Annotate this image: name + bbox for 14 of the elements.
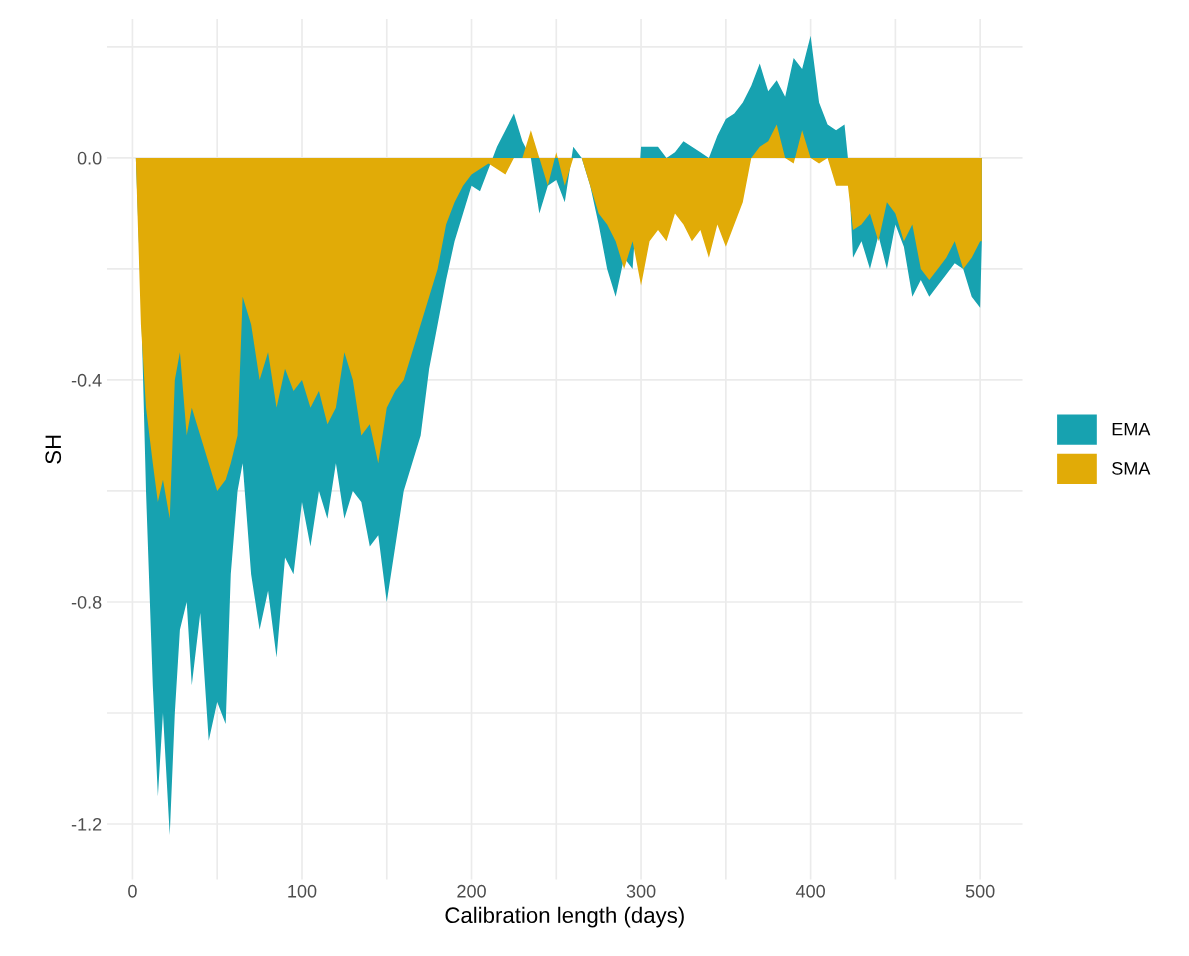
x-tick-label: 500 <box>965 884 995 898</box>
x-axis-title: Calibration length (days) <box>445 906 684 928</box>
y-axis-title: SH <box>45 435 62 464</box>
x-tick-label: 400 <box>795 884 825 898</box>
x-tick-label: 100 <box>288 884 317 898</box>
x-tick-label: 0 <box>128 884 137 898</box>
x-tick-label: 300 <box>626 884 656 898</box>
legend-label: SMA <box>1112 461 1151 475</box>
y-tick-label: -0.4 <box>71 373 102 387</box>
y-tick-label: -0.8 <box>71 595 102 609</box>
y-tick-label: 0.0 <box>77 151 102 165</box>
x-tick-label: 200 <box>457 884 486 898</box>
legend-label: EMA <box>1112 422 1151 436</box>
y-tick-label: -1.2 <box>71 817 102 831</box>
